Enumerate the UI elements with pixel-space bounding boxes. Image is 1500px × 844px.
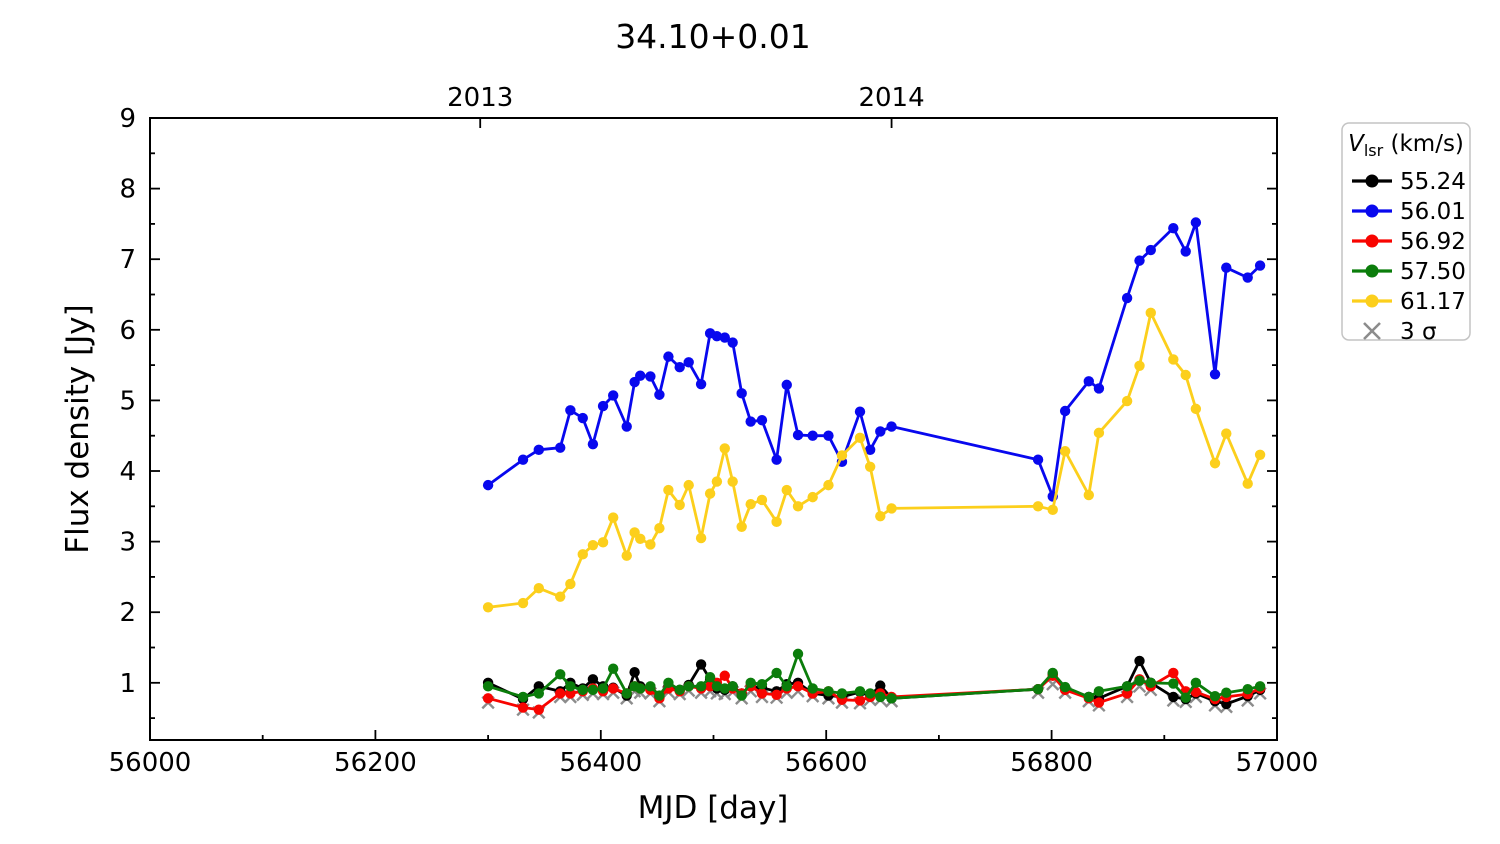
- y-tick-label: 9: [119, 104, 136, 134]
- y-tick-label: 6: [119, 316, 136, 346]
- y-tick-label: 7: [119, 245, 136, 275]
- legend-entry-label: 61.17: [1400, 289, 1466, 315]
- legend-title: Vlsr (km/s): [1348, 131, 1464, 160]
- legend-entry-label: 56.01: [1400, 199, 1466, 225]
- x-tick-label: 56600: [785, 748, 868, 778]
- legend-entry-label: 3 σ: [1400, 319, 1437, 345]
- legend-entries: 55.24 56.01 56.92 57.50 61.17 3 σ: [1352, 169, 1466, 345]
- y-tick-label: 1: [119, 669, 136, 699]
- year-tick-label: 2013: [447, 83, 513, 113]
- data-series-layer: [481, 217, 1267, 720]
- x-tick-label: 57000: [1236, 748, 1319, 778]
- legend-entry-label: 56.92: [1400, 229, 1466, 255]
- axes-frame: [149, 117, 1278, 741]
- y-tick-label: 2: [119, 598, 136, 628]
- y-axis-label: Flux density [Jy]: [60, 304, 96, 553]
- legend-entry-label: 57.50: [1400, 259, 1466, 285]
- y-tick-label: 5: [119, 386, 136, 416]
- y-tick-label: 3: [119, 528, 136, 558]
- top-year-axis-ticks: 2013 2014: [447, 83, 925, 128]
- legend-entry-61.17: 61.17: [1352, 289, 1466, 315]
- x-tick-label: 56400: [559, 748, 642, 778]
- y-tick-label: 4: [119, 457, 136, 487]
- legend-entry-56.92: 56.92: [1352, 229, 1466, 255]
- legend-entry-55.24: 55.24: [1352, 169, 1466, 195]
- series-57.50: [482, 648, 1266, 704]
- x-axis-label: MJD [day]: [638, 790, 789, 826]
- x-tick-label: 56800: [1010, 748, 1093, 778]
- legend-entry-57.50: 57.50: [1352, 259, 1466, 285]
- year-tick-label: 2014: [858, 83, 924, 113]
- legend-entry-56.01: 56.01: [1352, 199, 1466, 225]
- x-tick-label: 56200: [334, 748, 417, 778]
- y-tick-label: 8: [119, 175, 136, 205]
- axis-ticks: 56000 56200 56400 56600 56800 57000 1 2 3 4 5 6 7 8 9 2…: [109, 83, 1319, 778]
- chart-title: 34.10+0.01: [615, 17, 811, 56]
- legend-entry-label: 55.24: [1400, 169, 1466, 195]
- series-61.17: [482, 307, 1266, 613]
- x-axis-ticks: 56000 56200 56400 56600 56800 57000: [109, 730, 1319, 778]
- series-56.01: [482, 217, 1266, 502]
- x-tick-label: 56000: [109, 748, 192, 778]
- legend-entry-3 σ: 3 σ: [1363, 319, 1437, 345]
- legend: Vlsr (km/s) 55.24 56.01 56.92 57.50 61.17 3 σ: [1341, 122, 1471, 345]
- y-axis-ticks: 1 2 3 4 5 6 7 8 9: [119, 104, 1277, 720]
